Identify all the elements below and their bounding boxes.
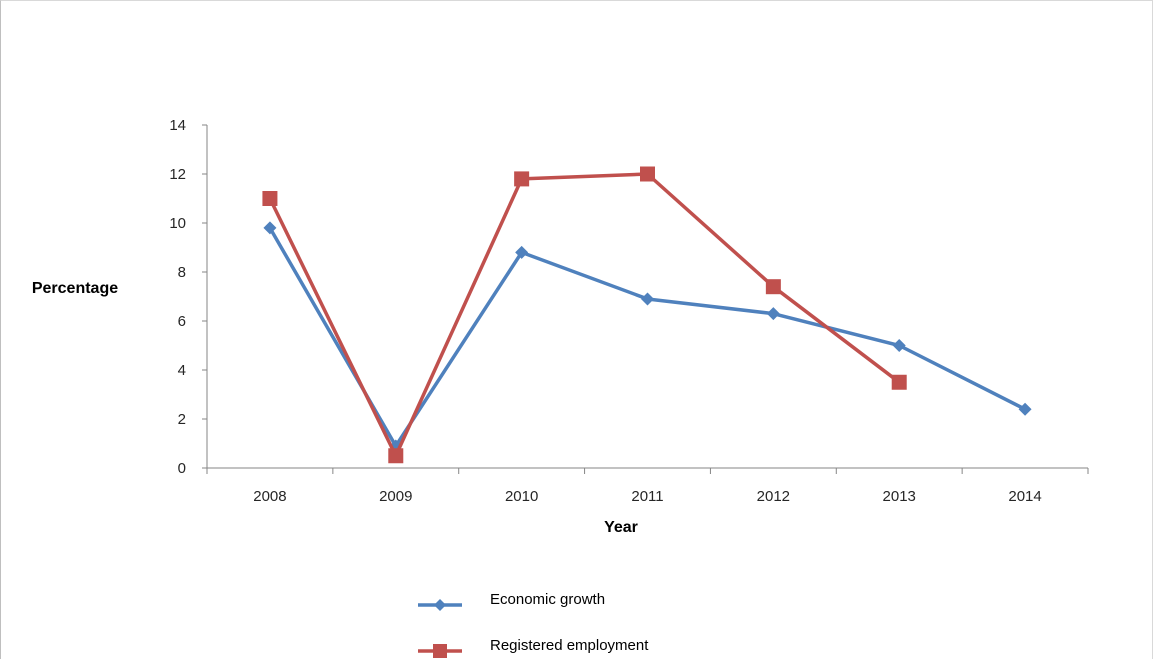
y-tick-label: 6 [178,313,186,330]
series-line [268,227,1026,448]
legend-item: Economic growth [418,591,605,611]
data-point [515,245,529,259]
y-tick-label: 0 [178,460,186,477]
data-point [766,307,780,321]
x-tick-label: 2012 [757,488,790,505]
axes [206,125,1088,469]
data-point [641,292,654,306]
data-point [1018,402,1032,416]
x-axis-ticks: 2008 2009 2010 2011 2012 2013 2014 [206,468,1089,505]
x-tick-label: 2014 [1008,488,1041,505]
y-tick-label: 12 [169,166,186,183]
legend-marker [434,599,446,611]
y-tick-label: 14 [169,117,186,134]
x-tick-label: 2010 [505,488,538,505]
x-tick-label: 2009 [379,488,412,505]
series-layer [262,166,1032,464]
y-tick-label: 8 [178,264,186,281]
legend-label: Registered employment [490,637,649,654]
data-point [765,279,781,295]
legend-item: Registered employment [418,637,649,658]
data-point [514,171,530,187]
data-point [892,339,906,352]
data-point [262,191,278,206]
data-point [891,374,907,390]
data-point [388,448,404,464]
y-tick-label: 4 [178,362,186,379]
y-axis-title: Percentage [32,280,118,297]
y-tick-label: 10 [169,215,186,232]
data-point [640,166,655,182]
x-tick-label: 2013 [883,488,916,505]
x-tick-label: 2011 [631,488,663,505]
series-registered-employment [262,166,907,464]
legend-marker [433,644,447,658]
x-axis-title: Year [604,519,638,536]
x-tick-label: 2008 [253,488,286,505]
legend-label: Economic growth [490,591,605,608]
y-axis-ticks: 0 2 4 6 8 10 12 14 [169,117,207,477]
legend: Economic growth Registered employment [418,591,649,658]
data-point [263,221,277,235]
y-tick-label: 2 [178,411,186,428]
series-line [268,172,901,458]
